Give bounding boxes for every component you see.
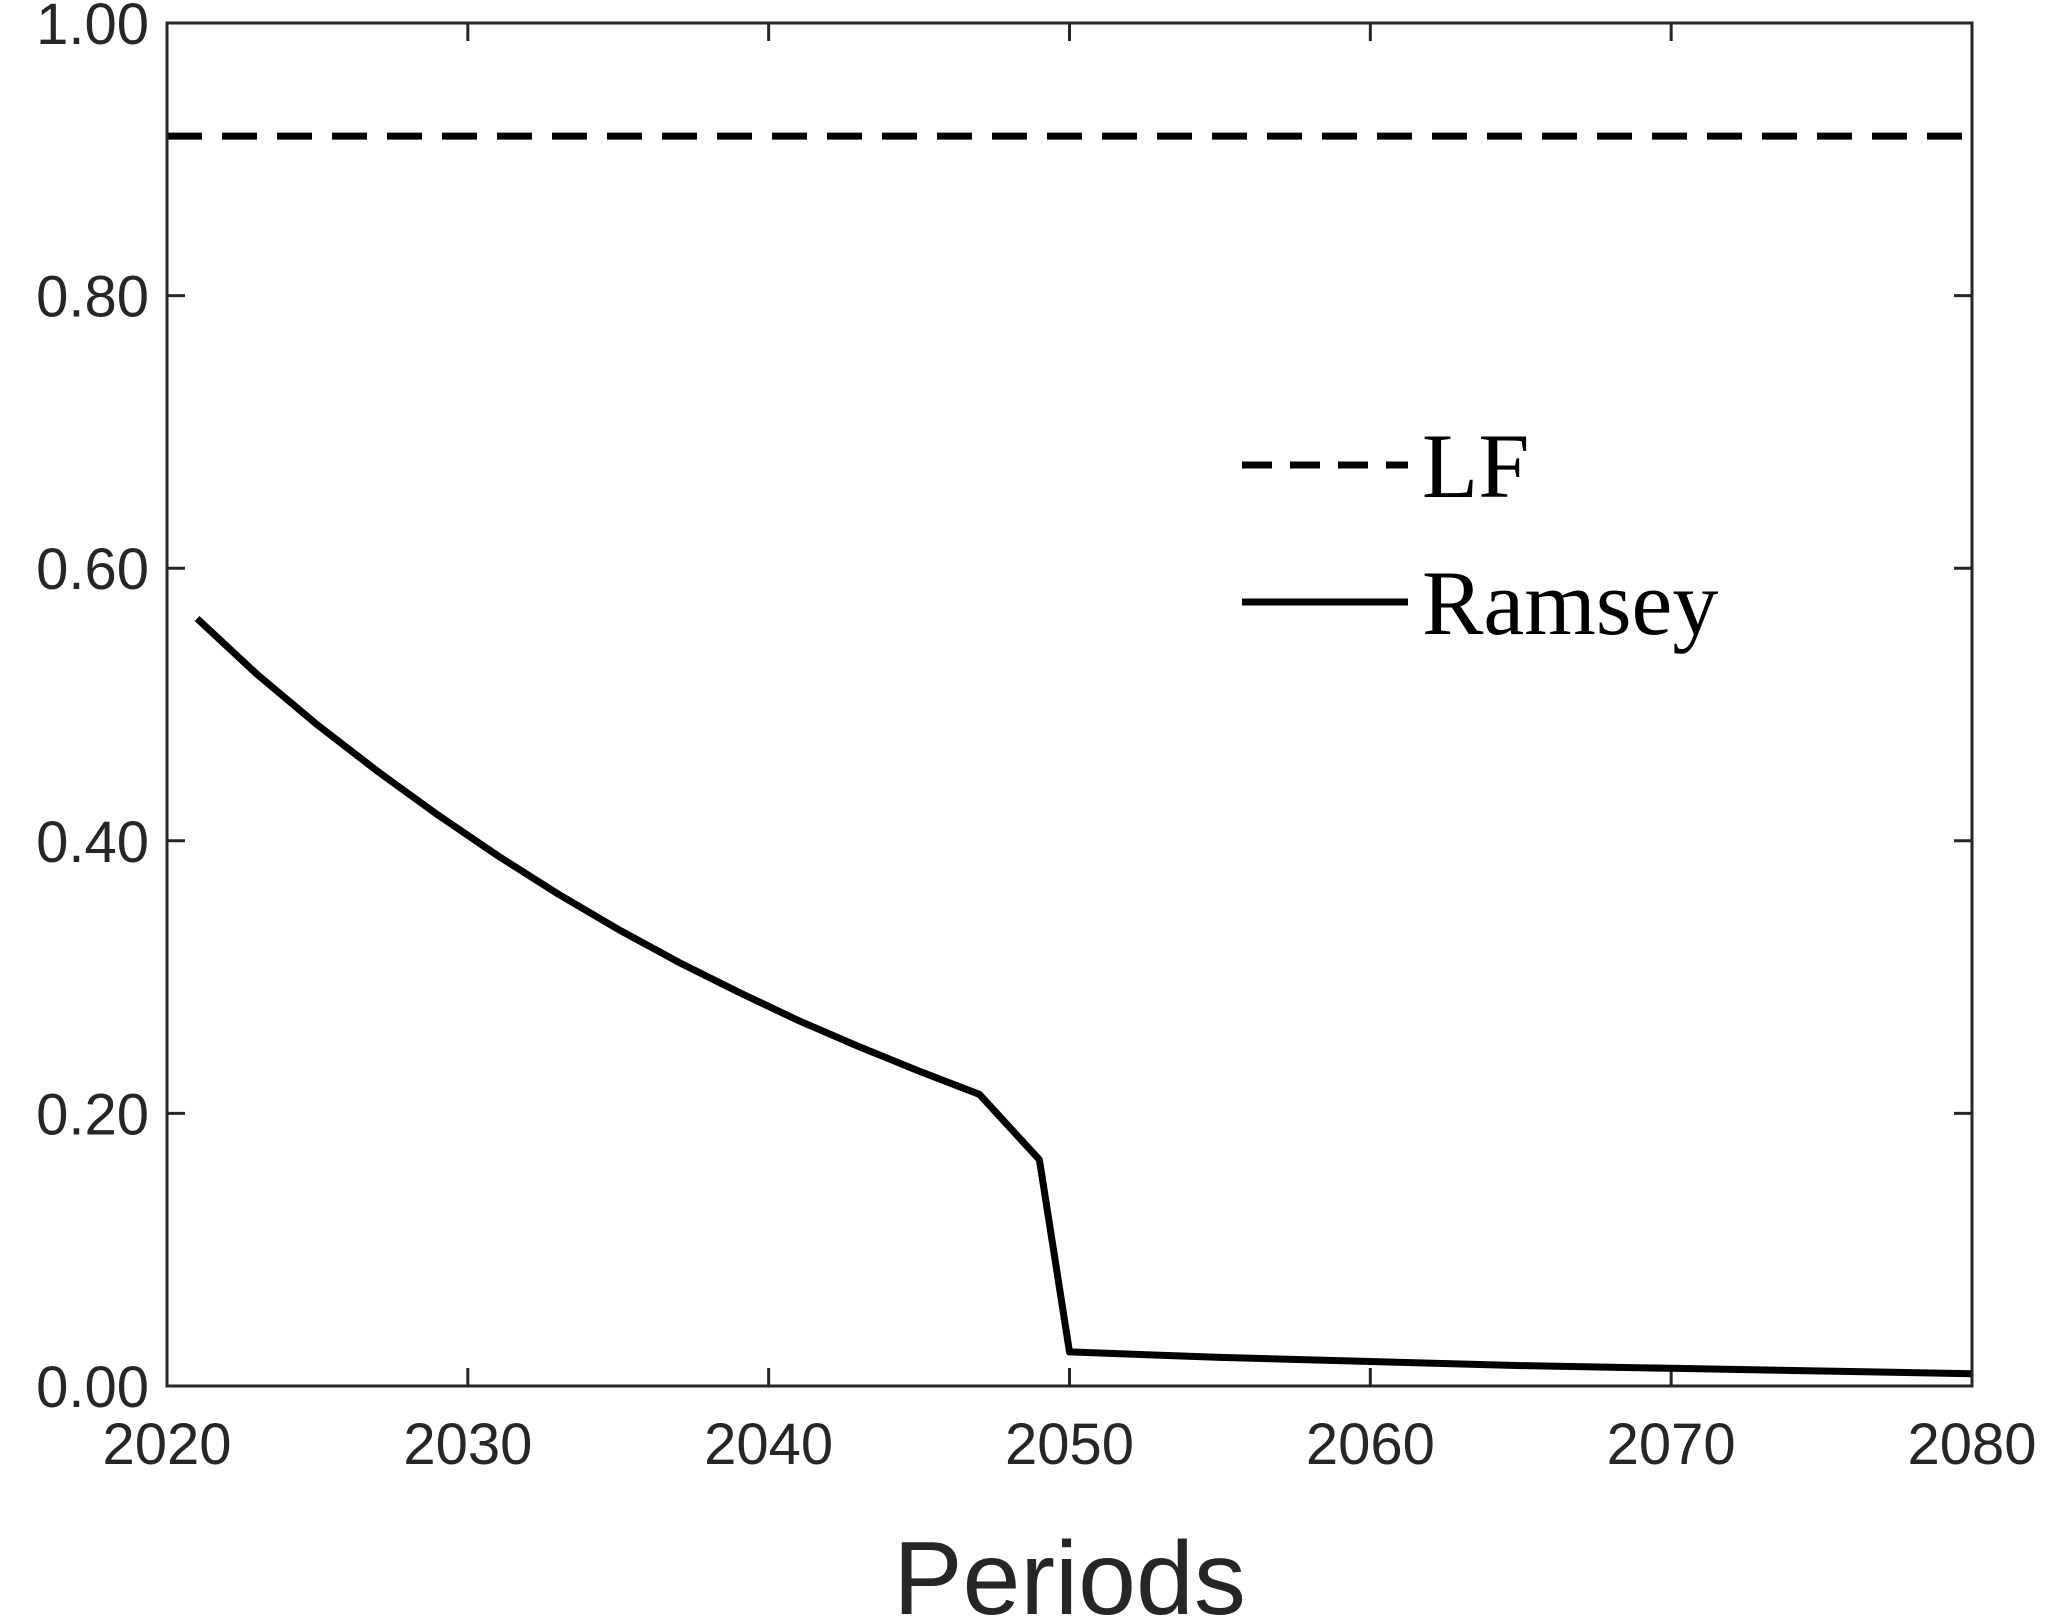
series-lines <box>167 132 1973 1378</box>
x-tick-label: 2070 <box>1607 1412 1736 1477</box>
series-line-ramsey <box>194 616 1973 1378</box>
legend-label-ramsey: Ramsey <box>1422 552 1718 654</box>
y-tick-label: 0.20 <box>36 1082 149 1147</box>
x-tick-labels: 2020 2030 2040 2050 2060 2070 2080 <box>102 1412 2036 1477</box>
y-tick-labels: 0.00 0.20 0.40 0.60 0.80 1.00 <box>36 0 149 1420</box>
x-tick-label: 2030 <box>403 1412 532 1477</box>
x-tick-label: 2020 <box>102 1412 231 1477</box>
axis-ticks <box>165 21 1974 1388</box>
x-tick-label: 2080 <box>1907 1412 2036 1477</box>
y-tick-label: 0.60 <box>36 537 149 602</box>
x-tick-label: 2040 <box>704 1412 833 1477</box>
legend: LF Ramsey <box>1242 415 1718 654</box>
y-tick-label: 0.40 <box>36 810 149 875</box>
legend-label-lf: LF <box>1422 415 1529 517</box>
y-tick-label: 0.80 <box>36 265 149 330</box>
y-tick-label: 0.00 <box>36 1355 149 1420</box>
plot-frame <box>165 21 1974 1388</box>
x-axis-label: Periods <box>893 1521 1246 1623</box>
y-tick-label: 1.00 <box>36 0 149 57</box>
x-tick-label: 2050 <box>1005 1412 1134 1477</box>
x-tick-label: 2060 <box>1306 1412 1435 1477</box>
